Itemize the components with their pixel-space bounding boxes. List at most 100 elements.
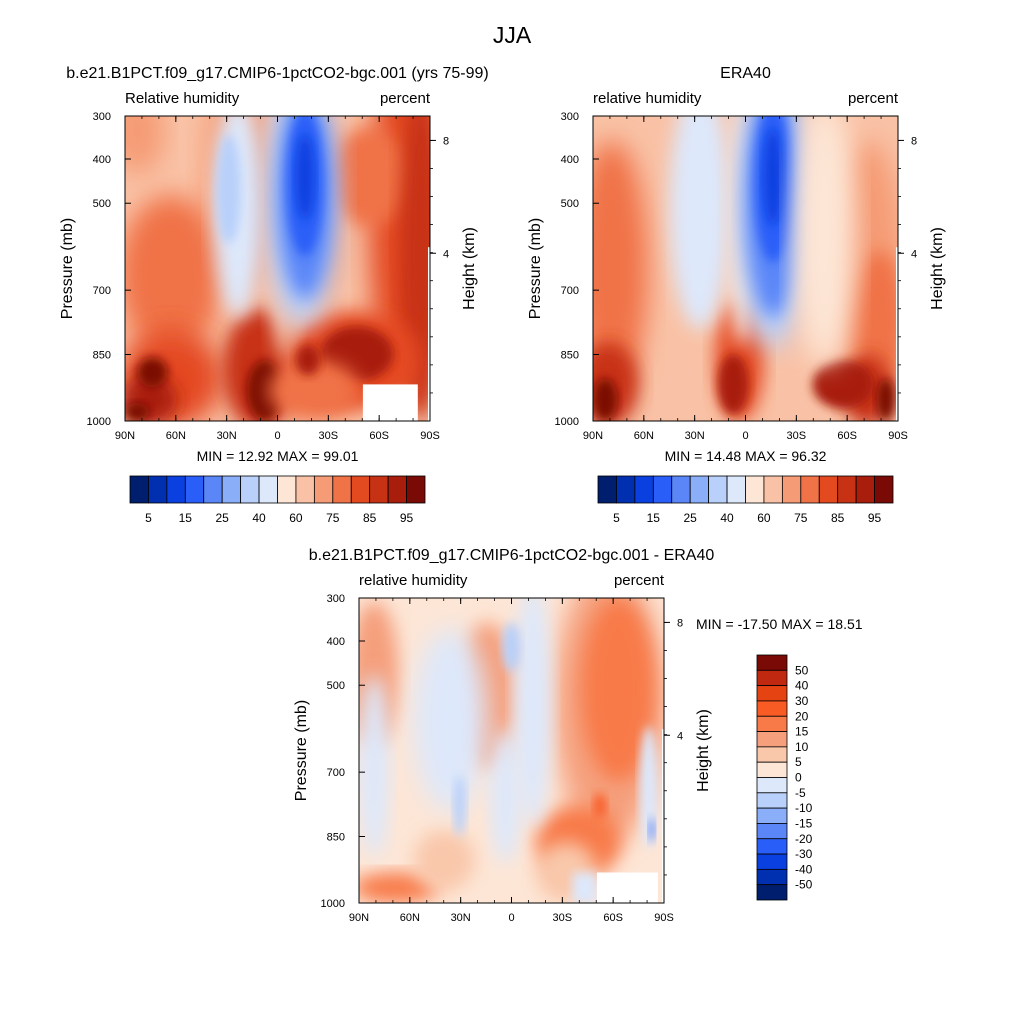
x-tick-label: 60N — [166, 430, 186, 442]
units-label: percent — [380, 90, 431, 107]
colorbar-box — [203, 475, 223, 504]
colorbar-label: 5 — [613, 511, 620, 525]
missing-data-region — [596, 872, 658, 903]
colorbar-label: 75 — [326, 511, 340, 525]
contour-region — [718, 353, 749, 415]
colorbar-label: 40 — [252, 511, 266, 525]
y-tick-label: 500 — [327, 680, 345, 692]
colorbar-label: 5 — [145, 511, 152, 525]
colorbar-box — [756, 685, 788, 702]
colorbar-label: 0 — [795, 771, 802, 785]
contour-region — [593, 140, 648, 397]
colorbar-box — [756, 807, 788, 824]
contour-region — [593, 793, 607, 818]
figure-title: JJA — [493, 22, 532, 48]
colorbar-box — [745, 475, 765, 504]
colorbar-box — [818, 475, 839, 504]
height-tick-label: 4 — [443, 248, 449, 260]
y-tick-label: 400 — [561, 154, 579, 166]
contour-region — [794, 116, 856, 367]
contour-region — [125, 116, 165, 174]
y-tick-label: 300 — [93, 111, 111, 123]
min-max-stats: MIN = 12.92 MAX = 99.01 — [197, 448, 359, 464]
colorbar-box — [800, 475, 820, 504]
colorbar-label: 15 — [647, 511, 661, 525]
units-label: percent — [614, 572, 665, 589]
colorbar-label: -15 — [795, 816, 813, 830]
colorbar-box — [369, 475, 389, 504]
colorbar-box — [313, 475, 334, 504]
height-tick-label: 8 — [677, 617, 683, 629]
x-tick-label: 60S — [369, 430, 389, 442]
colorbar-box — [781, 475, 802, 504]
colorbar-box — [837, 475, 857, 504]
colorbar-box — [726, 475, 746, 504]
y-tick-label: 500 — [93, 198, 111, 210]
colorbar-box — [350, 475, 371, 504]
colorbar-box — [295, 475, 315, 504]
colorbar-box — [240, 475, 260, 504]
colorbar-label: 25 — [216, 511, 230, 525]
colorbar-box — [708, 475, 728, 504]
colorbar-box — [129, 475, 149, 504]
x-tick-label: 30N — [685, 430, 705, 442]
contour-field — [593, 116, 898, 421]
colorbar-box — [616, 475, 636, 504]
x-tick-label: 90N — [583, 430, 603, 442]
colorbar-box — [756, 715, 788, 732]
chart-panel: b.e21.B1PCT.f09_g17.CMIP6-1pctCO2-bgc.00… — [59, 65, 489, 525]
colorbar-box — [756, 654, 788, 671]
contour-region — [572, 872, 597, 903]
y-tick-label: 700 — [93, 285, 111, 297]
y-tick-label: 1000 — [321, 898, 345, 910]
contour-region — [413, 829, 475, 891]
colorbar-label: 50 — [795, 663, 809, 677]
min-max-stats: MIN = -17.50 MAX = 18.51 — [696, 616, 863, 632]
colorbar-label: 95 — [400, 511, 414, 525]
colorbar-label: -10 — [795, 801, 813, 815]
colorbar-box — [387, 475, 407, 504]
contour-region — [125, 402, 150, 421]
y-tick-label: 850 — [561, 350, 579, 362]
colorbar-label: 25 — [684, 511, 698, 525]
x-tick-label: 90N — [115, 430, 135, 442]
colorbar-box — [332, 475, 352, 504]
contour-region — [669, 116, 731, 330]
y-tick-label: 850 — [327, 832, 345, 844]
panel-title: b.e21.B1PCT.f09_g17.CMIP6-1pctCO2-bgc.00… — [309, 547, 715, 564]
units-label: percent — [848, 90, 899, 107]
x-tick-label: 60S — [837, 430, 857, 442]
x-tick-label: 0 — [274, 430, 280, 442]
x-tick-label: 90S — [888, 430, 908, 442]
x-tick-label: 90S — [420, 430, 440, 442]
panel-title: ERA40 — [720, 65, 771, 82]
x-tick-label: 0 — [508, 912, 514, 924]
colorbar-label: 85 — [363, 511, 377, 525]
colorbar-label: 60 — [757, 511, 771, 525]
contour-region — [137, 356, 168, 388]
colorbar-label: 30 — [795, 694, 809, 708]
colorbar-box — [756, 838, 788, 855]
field-label: relative humidity — [593, 90, 702, 107]
colorbar-box — [756, 792, 788, 809]
colorbar-label: 15 — [179, 511, 193, 525]
x-tick-label: 30S — [319, 430, 339, 442]
contour-region — [502, 622, 521, 672]
colorbar-label: -50 — [795, 878, 813, 892]
colorbar-box — [874, 475, 894, 504]
colorbar-label: -20 — [795, 832, 813, 846]
colorbar-label: 20 — [795, 709, 809, 723]
y-axis-label: Pressure (mb) — [59, 218, 76, 319]
field-label: relative humidity — [359, 572, 468, 589]
x-tick-label: 60N — [634, 430, 654, 442]
colorbar-box — [763, 475, 783, 504]
missing-data-strip — [428, 247, 430, 421]
colorbar-box — [277, 475, 297, 504]
colorbar-label: -30 — [795, 847, 813, 861]
y-tick-label: 400 — [327, 636, 345, 648]
contour-region — [295, 134, 315, 220]
height-tick-label: 4 — [677, 730, 683, 742]
contour-region — [216, 134, 241, 245]
contour-region — [295, 344, 321, 376]
